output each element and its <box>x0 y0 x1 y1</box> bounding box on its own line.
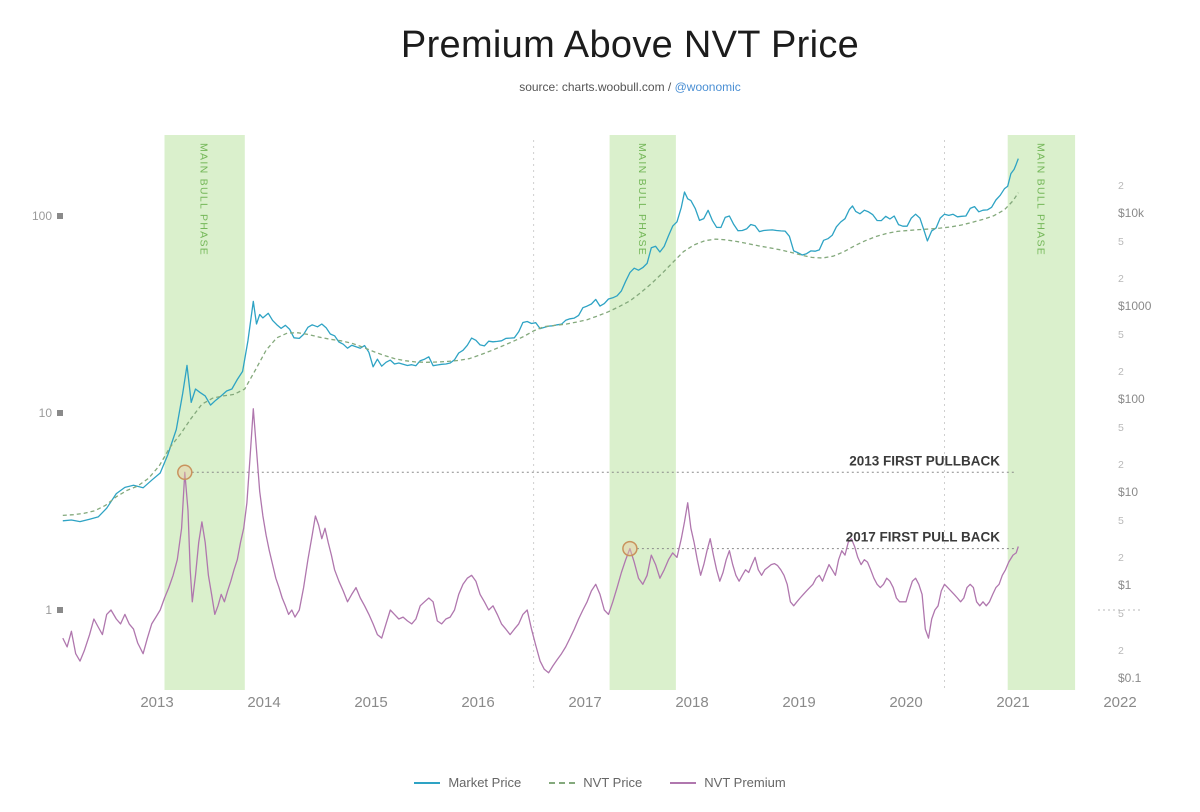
right-tick-label: 2 <box>1118 273 1124 285</box>
legend-label: NVT Price <box>583 775 643 790</box>
pullback-marker <box>177 464 193 481</box>
x-tick-label: 2020 <box>889 694 922 711</box>
bull-phase-label: MAIN BULL PHASE <box>636 143 648 256</box>
x-tick-label: 2016 <box>461 694 494 711</box>
right-tick-label: 2 <box>1118 645 1124 657</box>
right-tick-label: 2 <box>1118 552 1124 564</box>
pullback-marker <box>622 540 638 557</box>
bull-phase-band <box>164 135 245 690</box>
left-tick-label: 10 <box>39 406 53 420</box>
right-tick-label: $0.1 <box>1118 671 1142 685</box>
chart-title: Premium Above NVT Price <box>400 24 860 66</box>
right-tick-label: $100 <box>1118 392 1145 406</box>
chart-legend: Market Price NVT Price NVT Premium <box>0 775 1200 790</box>
right-tick-label: $10 <box>1118 485 1138 499</box>
series-nvt-price <box>62 192 1019 517</box>
right-tick-label: 5 <box>1118 329 1124 341</box>
x-tick-label: 2013 <box>140 694 173 711</box>
legend-item-nvt-price[interactable]: NVT Price <box>549 775 642 790</box>
chart-source: source: charts.woobull.com / @woonomic <box>60 80 1200 94</box>
right-tick-label: 2 <box>1118 366 1124 378</box>
right-tick-label: $10k <box>1118 206 1145 220</box>
x-tick-label: 2019 <box>782 694 815 711</box>
legend-item-nvt-premium[interactable]: NVT Premium <box>670 775 786 790</box>
bull-phase-label: MAIN BULL PHASE <box>198 143 210 256</box>
bull-phase-band <box>609 135 676 690</box>
left-tick-marker <box>57 607 63 613</box>
legend-label: Market Price <box>448 775 522 790</box>
right-tick-label: 5 <box>1118 422 1124 434</box>
chart-header: Premium Above NVT Price source: charts.w… <box>60 24 1200 94</box>
right-tick-label: $1000 <box>1118 299 1152 313</box>
left-tick-marker <box>57 410 63 416</box>
legend-label: NVT Premium <box>704 775 786 790</box>
x-tick-label: 2021 <box>996 694 1029 711</box>
legend-swatch-nvt-premium <box>670 781 697 784</box>
legend-item-market-price[interactable]: Market Price <box>414 775 521 790</box>
right-tick-label: 5 <box>1118 515 1124 527</box>
right-tick-label: 5 <box>1118 608 1124 620</box>
right-tick-label: $1 <box>1118 578 1132 592</box>
legend-swatch-market-price <box>414 781 441 784</box>
annotation-label: 2013 FIRST PULLBACK <box>849 453 1000 468</box>
annotation-label: 2017 FIRST PULL BACK <box>846 530 1001 545</box>
right-tick-label: 2 <box>1118 180 1124 192</box>
series-market-price <box>62 158 1019 523</box>
x-tick-label: 2022 <box>1103 694 1136 711</box>
legend-swatch-nvt-price <box>549 781 576 784</box>
right-tick-label: 5 <box>1118 236 1124 248</box>
source-text: source: charts.woobull.com / <box>519 80 675 94</box>
bull-phase-label: MAIN BULL PHASE <box>1034 143 1046 256</box>
left-tick-label: 1 <box>45 603 52 617</box>
right-tick-label: 2 <box>1118 459 1124 471</box>
source-link[interactable]: @woonomic <box>674 80 741 94</box>
bull-phase-band <box>1007 135 1076 690</box>
x-tick-label: 2018 <box>675 694 708 711</box>
left-tick-marker <box>57 213 63 219</box>
left-tick-label: 100 <box>32 209 52 223</box>
series-nvt-premium <box>62 408 1019 674</box>
x-tick-label: 2017 <box>568 694 601 711</box>
x-tick-label: 2015 <box>354 694 387 711</box>
x-tick-label: 2014 <box>247 694 280 711</box>
